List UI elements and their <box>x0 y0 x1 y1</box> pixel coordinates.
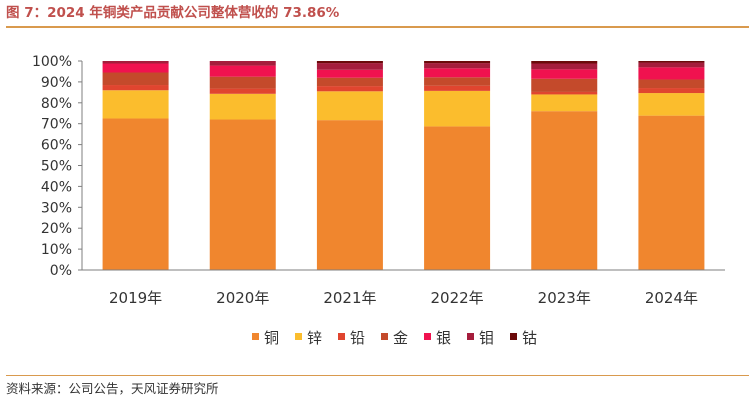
y-tick-label: 100% <box>32 54 72 70</box>
bar-segment-锌 <box>316 91 383 121</box>
bar-segment-锌 <box>638 93 705 116</box>
bar-segment-银 <box>316 69 383 78</box>
legend-label: 金 <box>393 329 408 347</box>
y-tick-label: 30% <box>41 200 72 216</box>
y-tick-label: 0% <box>50 263 72 279</box>
bar-segment-铅 <box>316 86 383 92</box>
bar-segment-钼 <box>531 63 598 70</box>
legend-swatch <box>252 333 259 340</box>
x-tick-label: 2020年 <box>216 289 269 307</box>
bar-segment-铜 <box>531 111 598 270</box>
y-tick-label: 80% <box>41 96 72 112</box>
y-axis: 0% 10% 20% 30% 40% 50% 60% 70% 80% 90% 100% <box>32 54 83 279</box>
bar-segment-铜 <box>424 126 491 271</box>
bars <box>102 61 705 271</box>
bar-segment-铅 <box>102 85 169 91</box>
bar-segment-银 <box>209 65 276 77</box>
legend-label: 钼 <box>479 329 494 347</box>
bar-segment-锌 <box>209 93 276 120</box>
y-tick-label: 50% <box>41 159 72 175</box>
bar-segment-铅 <box>424 85 491 91</box>
legend-swatch <box>424 333 431 340</box>
legend-swatch <box>510 333 517 340</box>
bar-segment-钼 <box>316 63 383 70</box>
x-tick-label: 2023年 <box>538 289 591 307</box>
bar-segment-钴 <box>424 61 491 64</box>
bar-segment-铅 <box>209 88 276 94</box>
title-divider <box>6 26 749 28</box>
legend-label: 铅 <box>350 329 365 347</box>
bar-segment-锌 <box>531 94 598 112</box>
y-tick-label: 10% <box>41 242 72 258</box>
bar-segment-钼 <box>638 62 705 68</box>
footer-divider <box>6 375 749 376</box>
chart-title: 图 7：2024 年铜类产品贡献公司整体营收的 73.86% <box>6 5 340 21</box>
bar-segment-金 <box>316 77 383 87</box>
bar-segment-铜 <box>209 119 276 271</box>
legend-swatch <box>295 333 302 340</box>
bar-segment-钼 <box>424 63 491 69</box>
x-tick-label: 2019年 <box>109 289 162 307</box>
bar-segment-银 <box>638 67 705 80</box>
legend: 铜锌铅金银钼钴 <box>252 329 537 347</box>
source-note: 资料来源：公司公告，天风证券研究所 <box>6 381 219 396</box>
legend-swatch <box>381 333 388 340</box>
legend-label: 铜 <box>264 329 279 347</box>
bar-segment-银 <box>102 63 169 73</box>
y-tick-label: 90% <box>41 75 72 91</box>
bar-segment-银 <box>531 69 598 79</box>
bar-segment-锌 <box>424 90 491 127</box>
legend-swatch <box>467 333 474 340</box>
y-tick-label: 20% <box>41 221 72 237</box>
bar-segment-钴 <box>638 61 705 63</box>
bar-segment-金 <box>531 78 598 92</box>
x-axis: 2019年 2020年 2021年 2022年 2023年 2024年 <box>82 269 725 307</box>
y-tick-label: 70% <box>41 117 72 133</box>
bar-segment-银 <box>424 68 491 78</box>
bar-segment-铜 <box>638 115 705 270</box>
legend-label: 银 <box>436 329 451 347</box>
legend-label: 钴 <box>522 329 537 347</box>
bar-segment-钴 <box>531 61 598 64</box>
bar-segment-钼 <box>102 61 169 64</box>
bar-segment-锌 <box>102 90 169 119</box>
x-tick-label: 2024年 <box>645 289 698 307</box>
legend-swatch <box>338 333 345 340</box>
y-tick-label: 40% <box>41 179 72 195</box>
bar-segment-钴 <box>316 61 383 64</box>
x-tick-label: 2022年 <box>430 289 483 307</box>
bar-segment-铅 <box>638 88 705 94</box>
bar-segment-金 <box>424 77 491 86</box>
x-tick-label: 2021年 <box>323 289 376 307</box>
bar-segment-金 <box>209 76 276 89</box>
bar-segment-铜 <box>316 120 383 270</box>
bar-segment-金 <box>102 72 169 86</box>
bar-segment-金 <box>638 79 705 89</box>
y-tick-label: 60% <box>41 138 72 154</box>
bar-segment-铅 <box>531 91 598 95</box>
bar-segment-铜 <box>102 118 169 270</box>
bar-segment-钼 <box>209 61 276 66</box>
legend-label: 锌 <box>307 329 322 347</box>
